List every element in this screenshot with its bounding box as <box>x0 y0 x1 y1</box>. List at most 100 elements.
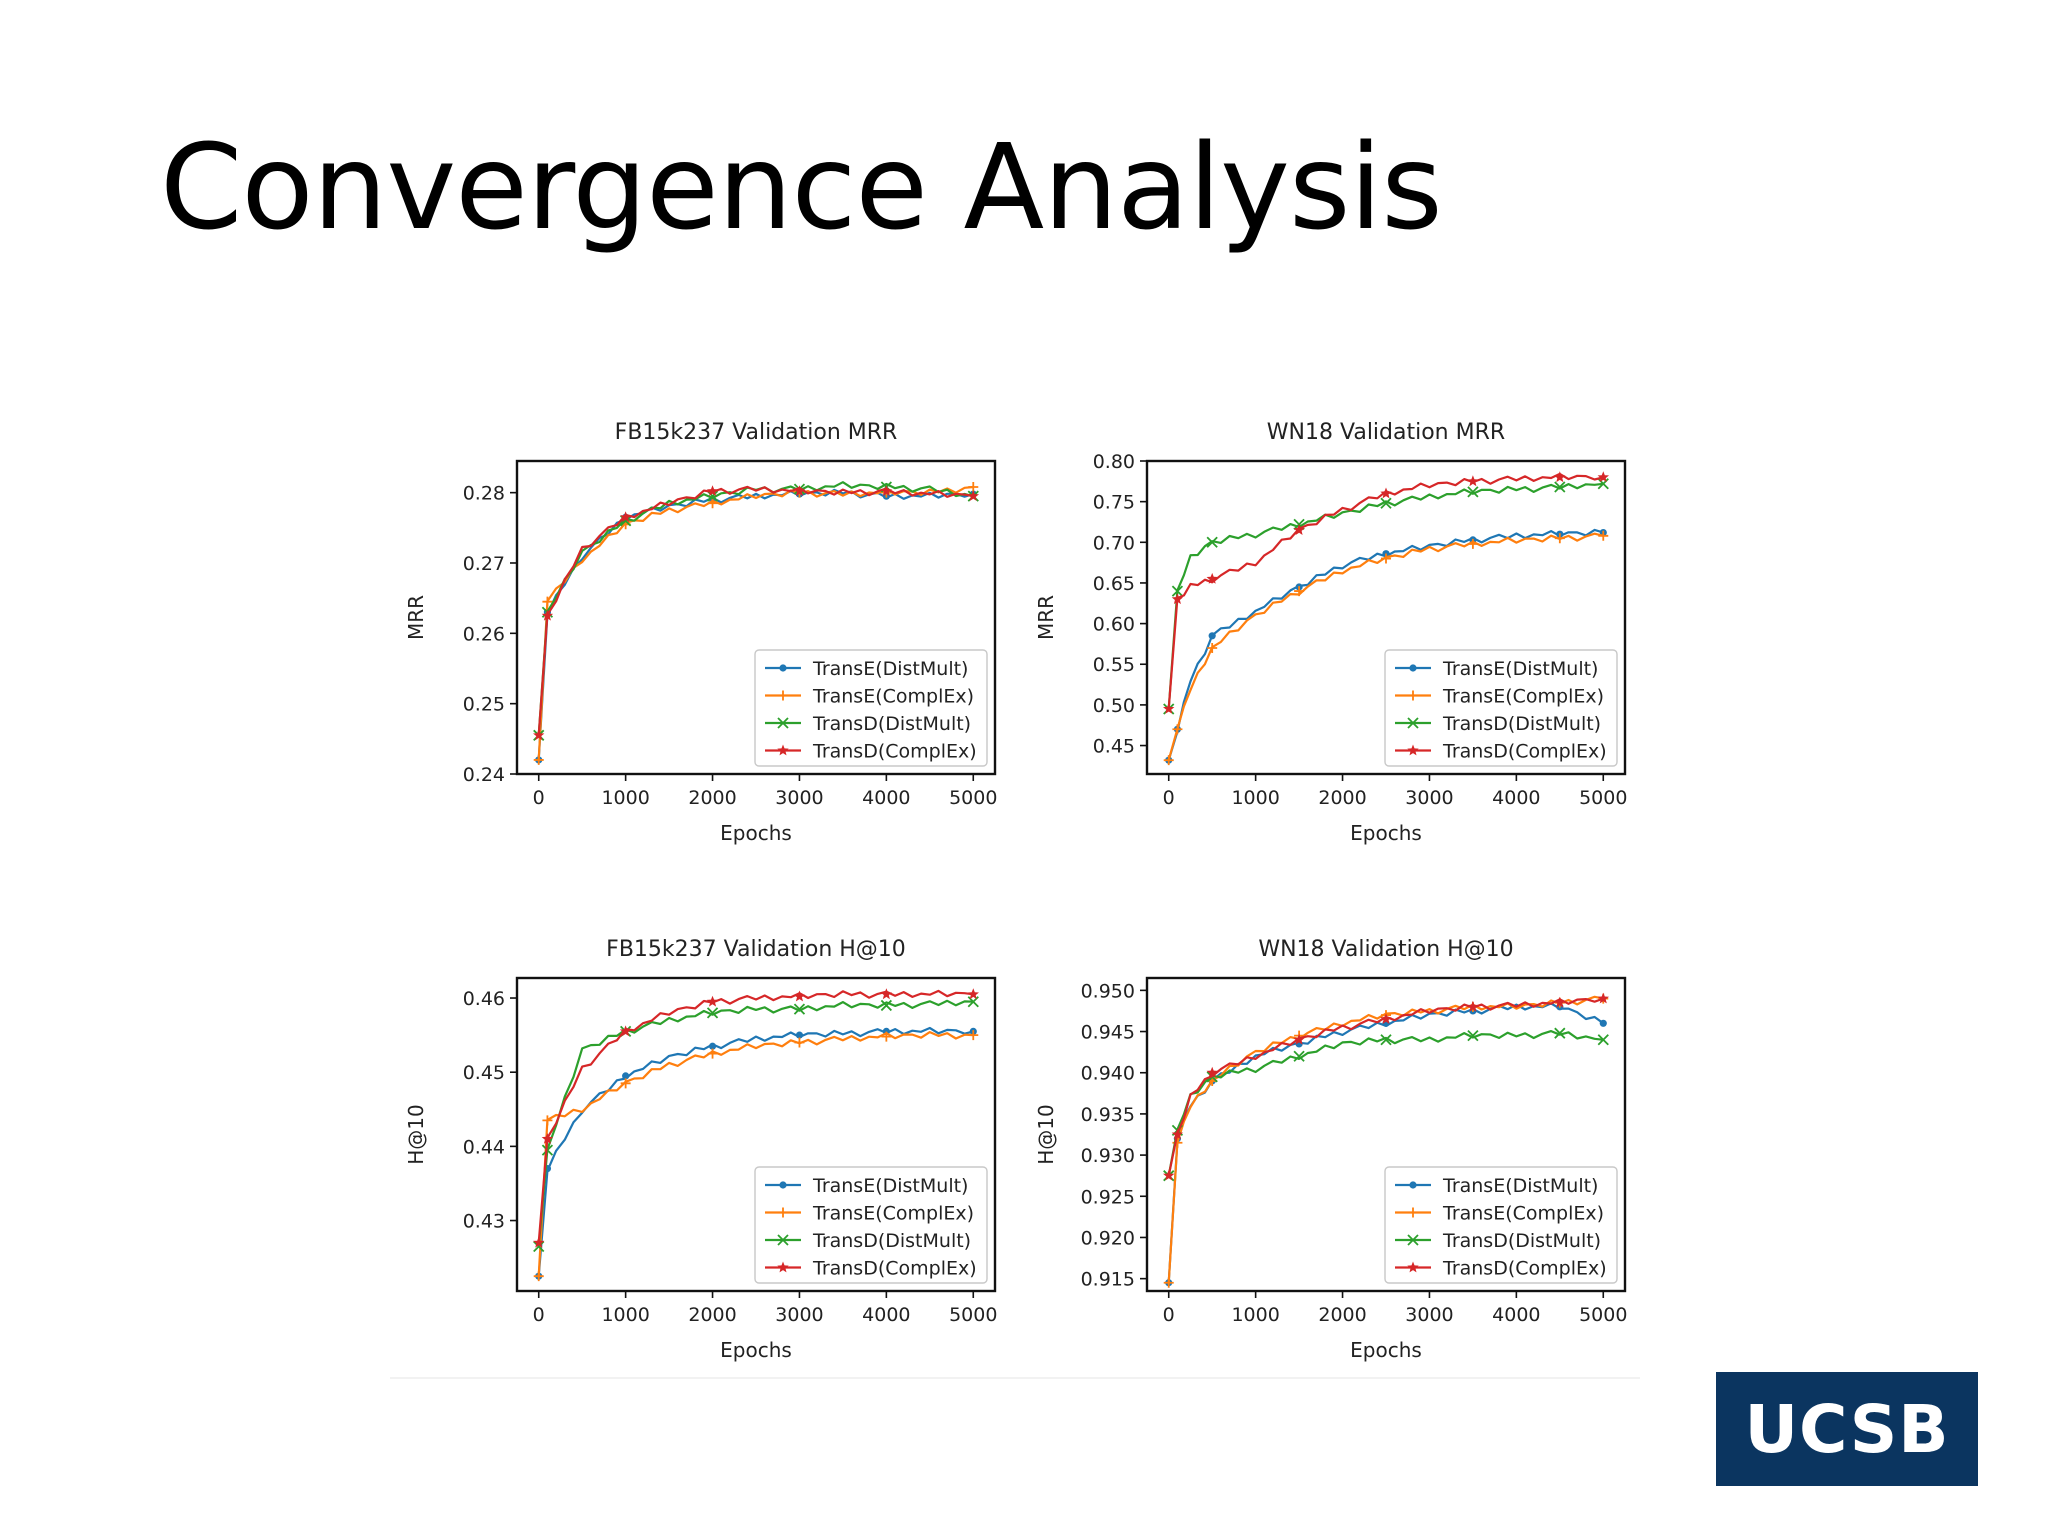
data-point <box>1554 533 1565 544</box>
data-point <box>1554 1027 1566 1039</box>
y-tick-label: 0.930 <box>1081 1145 1135 1167</box>
legend-marker <box>1409 1181 1417 1189</box>
data-point <box>795 1031 804 1039</box>
legend-label: TransE(DistMult) <box>1442 658 1598 680</box>
series-transd-distmult <box>533 996 979 1253</box>
data-point <box>1206 572 1218 584</box>
data-point <box>1467 486 1479 498</box>
legend-marker <box>1407 1261 1419 1273</box>
ucsb-logo: UCSB <box>1716 1372 1978 1486</box>
data-point <box>1597 992 1609 1004</box>
x-tick-label: 2000 <box>688 1304 736 1326</box>
data-point <box>1172 724 1183 735</box>
legend: TransE(DistMult) TransE(ComplEx) TransD(Di… <box>1384 1166 1618 1284</box>
x-axis-label: Epochs <box>1350 1338 1422 1362</box>
series-line <box>1167 472 1604 710</box>
y-tick-label: 0.26 <box>463 623 505 645</box>
series-line <box>1167 997 1604 1176</box>
data-point <box>1207 642 1218 653</box>
data-point <box>1598 530 1609 541</box>
x-tick-label: 0 <box>533 787 545 809</box>
data-point <box>1554 471 1566 483</box>
chart-wn18-mrr: WN18 Validation MRR 0 1000 2000 3000 4000 5000… <box>1034 420 1627 845</box>
legend-item-transd-distmult: TransD(DistMult) <box>765 1230 971 1252</box>
data-point <box>1171 585 1184 597</box>
legend-label: TransE(ComplEx) <box>1442 686 1604 708</box>
data-point <box>533 1271 544 1282</box>
series-transd-complex <box>533 485 979 741</box>
x-axis-label: Epochs <box>1350 821 1422 845</box>
data-point <box>1467 538 1478 549</box>
chart-title: WN18 Validation H@10 <box>1258 937 1513 962</box>
x-tick-label: 0 <box>1163 1304 1175 1326</box>
data-point <box>708 1042 717 1050</box>
y-axis-label: MRR <box>1034 595 1058 640</box>
legend-label: TransD(DistMult) <box>1442 713 1601 735</box>
y-axis-label: H@10 <box>1034 1104 1058 1165</box>
data-point <box>1597 471 1609 483</box>
x-tick-label: 1000 <box>601 1304 649 1326</box>
data-point <box>533 1236 545 1248</box>
y-tick-label: 0.80 <box>1093 451 1135 473</box>
x-tick-label: 2000 <box>1318 1304 1366 1326</box>
data-point <box>881 1031 892 1042</box>
logo-text: UCSB <box>1744 1390 1950 1468</box>
legend-marker <box>1407 1234 1419 1246</box>
data-point <box>619 1025 632 1037</box>
y-axis-label: MRR <box>404 595 428 640</box>
legend-label: TransD(DistMult) <box>812 1230 971 1252</box>
legend-item-transe-complex: TransE(ComplEx) <box>765 686 974 708</box>
series-transd-distmult <box>1163 1027 1609 1182</box>
chart-wn18-h10: WN18 Validation H@10 0 1000 2000 3000 4000 500… <box>1034 937 1627 1362</box>
y-tick-label: 0.70 <box>1093 532 1135 554</box>
legend-item-transe-distmult: TransE(DistMult) <box>1395 1175 1598 1197</box>
y-tick-label: 0.28 <box>463 483 505 505</box>
legend-label: TransD(ComplEx) <box>812 1258 977 1280</box>
legend-marker <box>777 744 789 756</box>
x-tick-label: 4000 <box>1492 1304 1540 1326</box>
legend-label: TransE(ComplEx) <box>812 1203 974 1225</box>
x-tick-label: 3000 <box>775 787 823 809</box>
legend-marker <box>1408 690 1418 701</box>
legend-label: TransD(ComplEx) <box>1442 741 1607 763</box>
y-tick-label: 0.27 <box>463 553 505 575</box>
data-point <box>1293 1050 1305 1062</box>
y-tick-label: 0.46 <box>463 988 505 1010</box>
data-point <box>1171 593 1184 605</box>
x-tick-label: 4000 <box>1492 787 1540 809</box>
legend: TransE(DistMult) TransE(ComplEx) TransD(Di… <box>754 1166 988 1284</box>
y-tick-label: 0.75 <box>1093 492 1135 514</box>
legend-label: TransE(DistMult) <box>1442 1175 1598 1197</box>
data-point <box>1163 1169 1175 1181</box>
y-tick-label: 0.60 <box>1093 614 1135 636</box>
data-point <box>793 1003 806 1015</box>
legend-item-transd-complex: TransD(ComplEx) <box>765 1258 977 1280</box>
x-tick-label: 5000 <box>949 787 997 809</box>
x-tick-label: 5000 <box>1579 1304 1627 1326</box>
legend-item-transd-distmult: TransD(DistMult) <box>1395 713 1601 735</box>
y-tick-label: 0.43 <box>463 1211 505 1233</box>
x-tick-label: 1000 <box>1231 787 1279 809</box>
series-line <box>537 999 974 1247</box>
series-line <box>1167 1002 1604 1283</box>
data-point <box>880 999 893 1012</box>
x-tick-label: 3000 <box>775 1304 823 1326</box>
y-tick-label: 0.935 <box>1081 1104 1135 1126</box>
y-tick-label: 0.45 <box>1093 736 1135 758</box>
legend-item-transd-distmult: TransD(DistMult) <box>1395 1230 1601 1252</box>
x-tick-label: 4000 <box>862 1304 910 1326</box>
legend-label: TransE(ComplEx) <box>812 686 974 708</box>
legend-marker <box>779 1181 787 1189</box>
data-point <box>1380 1034 1392 1046</box>
x-axis-label: Epochs <box>720 821 792 845</box>
plot-frame <box>1145 976 1627 1293</box>
data-point <box>1467 475 1479 487</box>
legend-item-transe-complex: TransE(ComplEx) <box>1395 1203 1604 1225</box>
x-tick-label: 3000 <box>1405 1304 1453 1326</box>
series-transe-complex <box>1163 530 1609 766</box>
series-line <box>537 485 974 736</box>
y-axis-label: H@10 <box>404 1104 428 1165</box>
legend-item-transd-distmult: TransD(DistMult) <box>765 713 971 735</box>
legend-item-transe-distmult: TransE(DistMult) <box>1395 658 1598 680</box>
data-point <box>533 754 544 765</box>
